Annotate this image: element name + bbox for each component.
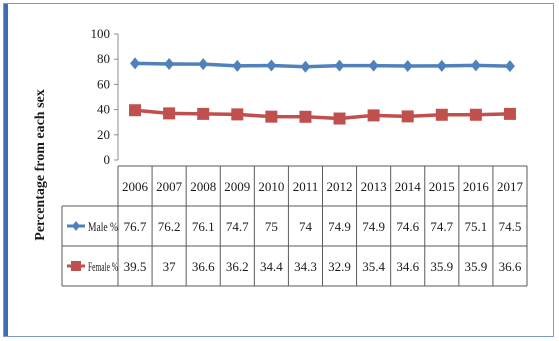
- legend-key-marker: [72, 221, 80, 231]
- data-value-label: 32.9: [328, 259, 351, 274]
- x-category-label: 2017: [497, 179, 524, 194]
- y-tick-label: 40: [97, 102, 110, 117]
- x-category-label: 2006: [122, 179, 149, 194]
- data-value-label: 34.3: [294, 259, 317, 274]
- female-point: [299, 110, 312, 123]
- x-category-label: 2010: [258, 179, 284, 194]
- x-category-label: 2014: [395, 179, 422, 194]
- data-value-label: 35.9: [465, 259, 488, 274]
- chart-frame: [3, 3, 554, 337]
- x-category-label: 2012: [327, 179, 353, 194]
- y-tick-label: 60: [97, 76, 110, 91]
- frame-accent-bar: [4, 4, 8, 336]
- female-point: [469, 108, 482, 121]
- male-point: [300, 60, 311, 73]
- data-value-label: 36.2: [226, 259, 249, 274]
- data-value-label: 37: [163, 259, 177, 274]
- y-tick-label: 100: [91, 26, 111, 41]
- female-point: [197, 107, 210, 120]
- data-value-label: 74.6: [396, 219, 419, 234]
- x-category-label: 2009: [224, 179, 250, 194]
- y-tick-label: 20: [97, 127, 110, 142]
- y-tick-label: 0: [104, 152, 111, 167]
- male-point: [164, 57, 175, 70]
- female-point: [129, 104, 142, 117]
- data-value-label: 39.5: [124, 259, 147, 274]
- female-point: [163, 107, 176, 120]
- data-value-label: 74.9: [328, 219, 351, 234]
- male-point: [334, 59, 345, 72]
- data-value-label: 76.1: [192, 219, 215, 234]
- x-category-label: 2016: [463, 179, 490, 194]
- x-category-label: 2007: [156, 179, 183, 194]
- series-line-male: [135, 61, 510, 69]
- female-point: [503, 107, 516, 120]
- data-value-label: 76.7: [124, 219, 147, 234]
- series-line-female: [134, 108, 511, 121]
- x-category-label: 2011: [293, 179, 319, 194]
- data-value-label: 34.4: [260, 259, 283, 274]
- data-value-label: 34.6: [396, 259, 419, 274]
- female-point: [401, 110, 414, 123]
- male-point: [402, 60, 413, 73]
- female-point: [435, 108, 448, 121]
- female-point: [367, 109, 380, 122]
- male-point: [266, 59, 277, 72]
- male-point: [436, 59, 447, 72]
- male-point: [504, 60, 515, 73]
- x-category-label: 2013: [361, 179, 387, 194]
- data-value-label: 36.6: [192, 259, 215, 274]
- male-point: [470, 59, 481, 72]
- male-point: [368, 59, 379, 72]
- legend-series-name: Male %: [88, 219, 118, 234]
- data-value-label: 35.4: [362, 259, 385, 274]
- data-value-label: 74: [299, 219, 313, 234]
- data-value-label: 74.9: [362, 219, 385, 234]
- male-point: [198, 58, 209, 71]
- data-value-label: 35.9: [430, 259, 453, 274]
- female-point: [231, 108, 244, 121]
- data-value-label: 75: [265, 219, 278, 234]
- data-value-label: 74.5: [499, 219, 522, 234]
- data-value-label: 74.7: [226, 219, 249, 234]
- legend-key-marker: [71, 261, 81, 271]
- x-category-label: 2008: [190, 179, 216, 194]
- y-axis-title: Percentage from each sex: [33, 89, 48, 240]
- data-value-label: 76.2: [158, 219, 181, 234]
- female-point: [265, 110, 278, 123]
- data-value-label: 74.7: [430, 219, 453, 234]
- y-tick-label: 80: [97, 51, 110, 66]
- data-value-label: 75.1: [465, 219, 488, 234]
- male-point: [232, 59, 243, 72]
- legend-series-name: Female %: [88, 259, 118, 274]
- male-point: [130, 57, 141, 70]
- x-category-label: 2015: [429, 179, 455, 194]
- female-point: [333, 112, 346, 125]
- data-value-label: 36.6: [499, 259, 522, 274]
